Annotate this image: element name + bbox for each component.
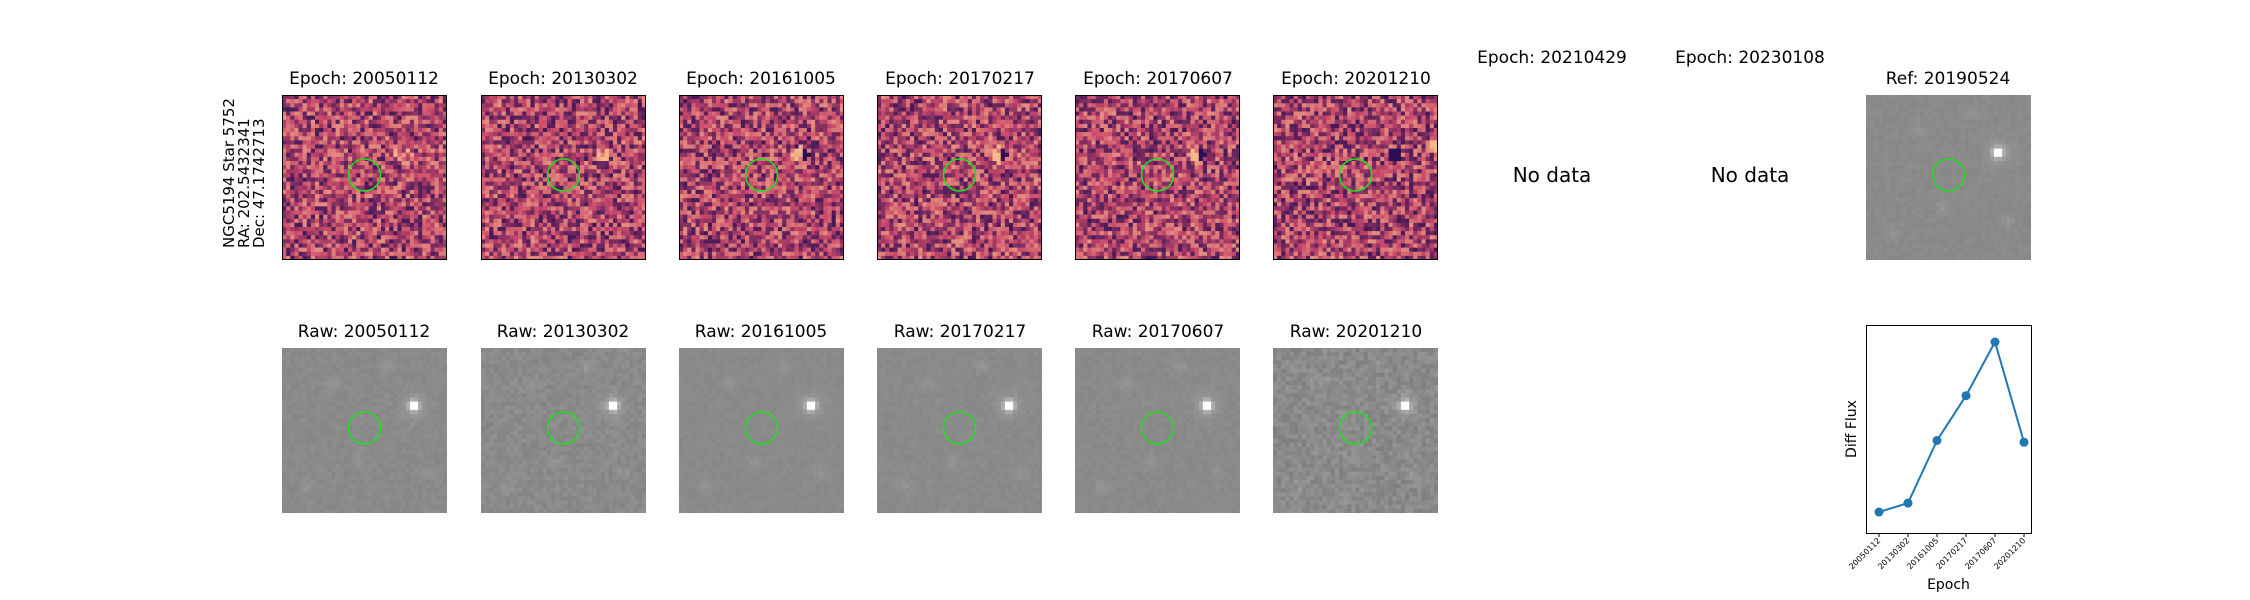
target-circle-icon [942, 158, 977, 192]
diff-title-5: Epoch: 20170607 [1038, 69, 1278, 89]
diff-image-6 [1273, 95, 1438, 260]
target-circle-icon [546, 411, 581, 445]
ref-title: Ref: 20190524 [1828, 69, 2068, 89]
target-circle-icon [942, 411, 977, 445]
raw-title-1: Raw: 20050112 [244, 322, 484, 342]
diff-image-5 [1075, 95, 1240, 260]
data-point [1874, 507, 1884, 517]
diff-image-1 [282, 95, 447, 260]
raw-image-3 [679, 348, 844, 513]
target-circle-icon [347, 411, 382, 445]
target-circle-icon [1140, 411, 1175, 445]
target-circle-icon [1931, 158, 1966, 192]
data-point [1932, 435, 1942, 445]
raw-image-1 [282, 348, 447, 513]
no-data-2: No data [1650, 163, 1850, 187]
raw-image-2 [481, 348, 646, 513]
data-point [1903, 498, 1913, 508]
no-data-1: No data [1452, 163, 1652, 187]
target-circle-icon [546, 158, 581, 192]
raw-title-4: Raw: 20170217 [840, 322, 1080, 342]
series-line [1878, 339, 2025, 514]
diff-title-6: Epoch: 20201210 [1236, 69, 1476, 89]
diff-title-3: Epoch: 20161005 [641, 69, 881, 89]
data-point [2019, 437, 2029, 447]
y-axis-label: Diff Flux [1844, 400, 1860, 458]
diff-title-2: Epoch: 20130302 [443, 69, 683, 89]
raw-image-4 [877, 348, 1042, 513]
x-axis-label: Epoch [1927, 577, 1970, 593]
raw-title-3: Raw: 20161005 [641, 322, 881, 342]
raw-title-2: Raw: 20130302 [443, 322, 683, 342]
diff-title-8: Epoch: 20230108 [1630, 48, 1870, 68]
target-circle-icon [1338, 411, 1373, 445]
target-circle-icon [1140, 158, 1175, 192]
diff-title-4: Epoch: 20170217 [840, 69, 1080, 89]
plot-frame [1866, 325, 2032, 534]
diff-title-7: Epoch: 20210429 [1432, 48, 1672, 68]
reference-image [1866, 95, 2031, 260]
diff-image-4 [877, 95, 1042, 260]
target-circle-icon [347, 158, 382, 192]
raw-title-5: Raw: 20170607 [1038, 322, 1278, 342]
diff-image-3 [679, 95, 844, 260]
raw-title-6: Raw: 20201210 [1236, 322, 1476, 342]
raw-image-5 [1075, 348, 1240, 513]
target-circle-icon [1338, 158, 1373, 192]
diff-image-2 [481, 95, 646, 260]
diff-title-1: Epoch: 20050112 [244, 69, 484, 89]
x-tick-label: 20201210 [1992, 536, 2027, 571]
raw-image-6 [1273, 348, 1438, 513]
target-circle-icon [744, 411, 779, 445]
data-point [1990, 337, 2000, 347]
data-point [1961, 391, 1971, 401]
target-circle-icon [744, 158, 779, 192]
